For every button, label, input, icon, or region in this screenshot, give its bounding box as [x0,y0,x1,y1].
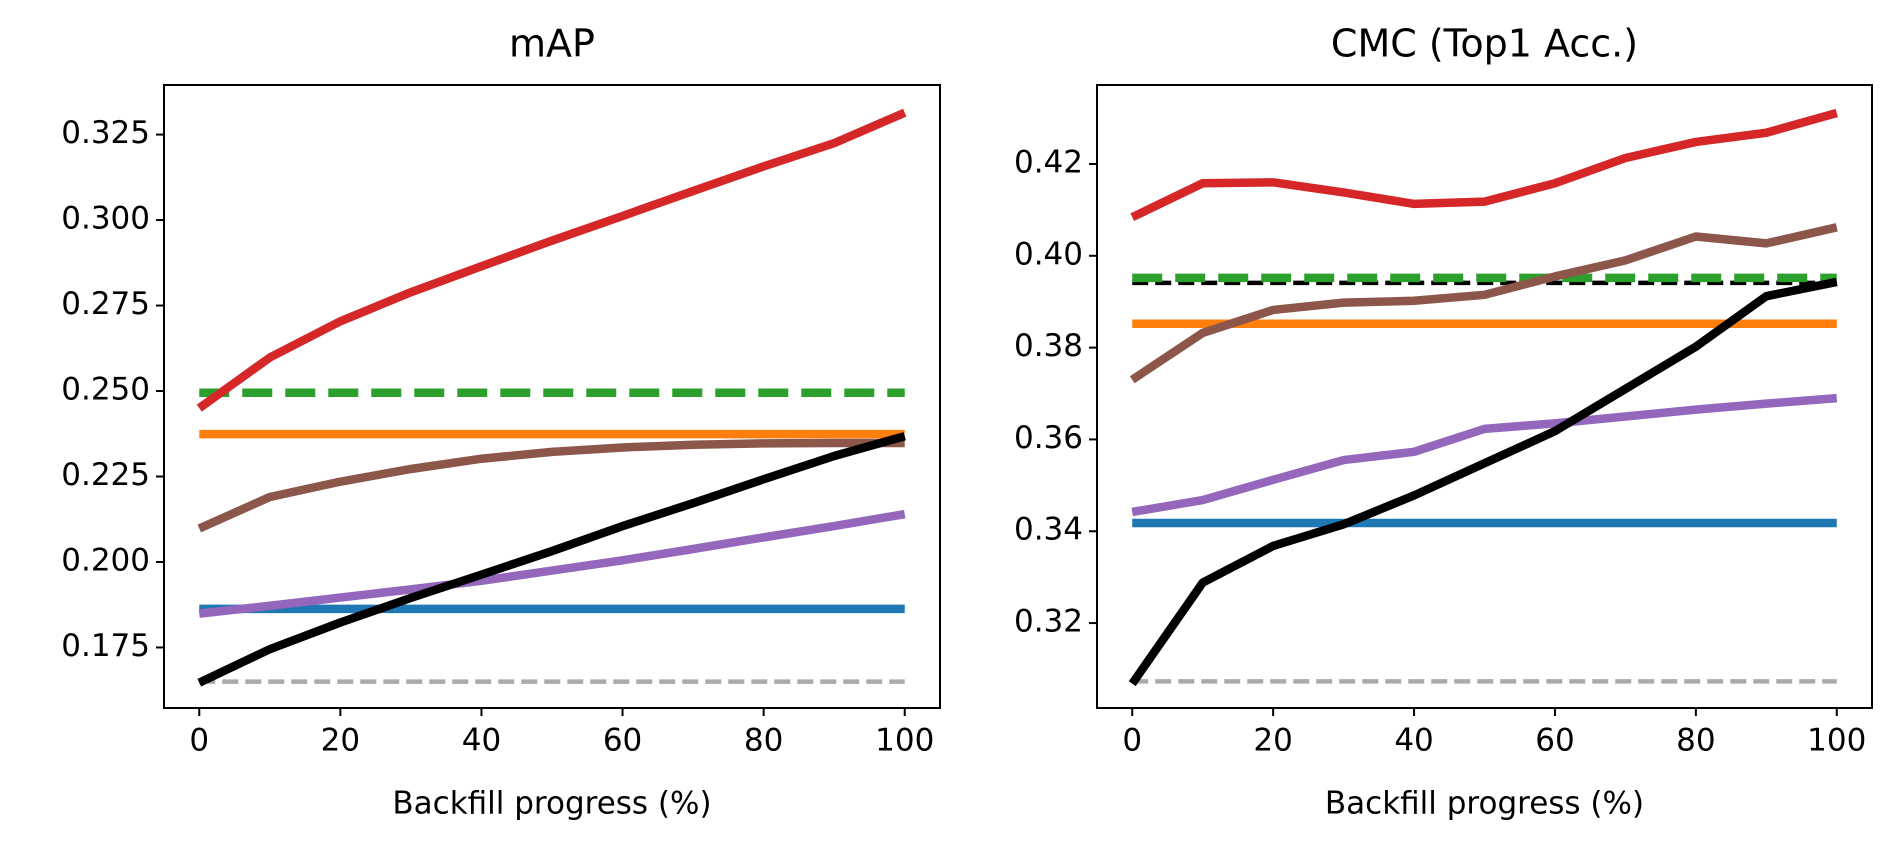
x-axis-label: Backfill progress (%) [392,786,711,822]
x-tick-label: 40 [462,723,501,759]
x-tick-label: 0 [1122,723,1142,759]
y-tick-label: 0.225 [61,457,150,493]
series-line [196,108,907,412]
x-tick-label: 100 [875,723,934,759]
y-tick-label: 0.36 [1014,420,1083,456]
chart-title: mAP [509,22,595,66]
series-line [1128,277,1838,687]
x-axis-label: Backfill progress (%) [1325,786,1644,822]
y-tick-label: 0.250 [61,372,150,408]
series-line [197,438,905,533]
x-tick-label: 100 [1807,723,1866,759]
y-tick-label: 0.42 [1014,144,1083,180]
y-tick-label: 0.34 [1014,512,1083,548]
chart-title: CMC (Top1 Acc.) [1331,22,1638,66]
x-tick-label: 0 [189,723,209,759]
x-tick-label: 60 [1535,723,1574,759]
y-tick-label: 0.40 [1014,236,1083,272]
plot-area [1128,108,1838,687]
plot-area [196,108,907,687]
y-tick-label: 0.200 [61,542,150,578]
y-tick-label: 0.300 [61,201,150,237]
series-line [197,432,906,687]
y-tick-label: 0.325 [61,115,150,151]
y-tick-label: 0.175 [61,628,150,664]
x-tick-label: 80 [744,723,783,759]
x-tick-label: 20 [321,723,360,759]
y-tick-label: 0.275 [61,286,150,322]
series-line [1129,223,1838,384]
axes-frame [1096,84,1873,709]
x-tick-label: 20 [1253,723,1292,759]
series-line [198,509,906,618]
axes-frame [163,84,941,709]
x-tick-label: 80 [1676,723,1715,759]
y-tick-label: 0.38 [1014,328,1083,364]
series-line [1131,393,1838,517]
y-tick-label: 0.32 [1014,604,1083,640]
x-tick-label: 60 [603,723,642,759]
x-tick-label: 40 [1394,723,1433,759]
series-line [1130,108,1838,222]
